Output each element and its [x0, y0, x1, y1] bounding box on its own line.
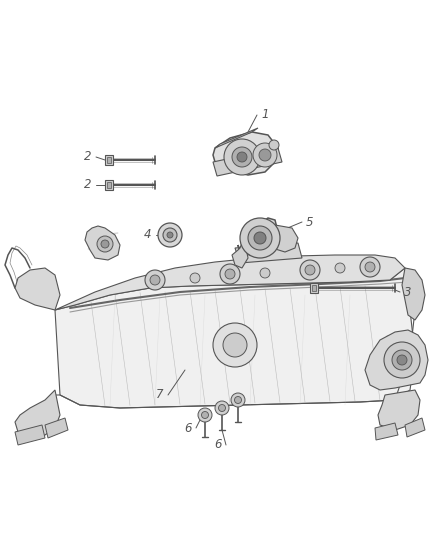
Polygon shape [45, 418, 68, 438]
Polygon shape [378, 390, 420, 430]
Text: 1: 1 [261, 109, 269, 122]
Circle shape [150, 275, 160, 285]
Polygon shape [213, 148, 282, 176]
Circle shape [145, 270, 165, 290]
Circle shape [269, 140, 279, 150]
Polygon shape [213, 132, 278, 175]
Polygon shape [55, 255, 405, 310]
Polygon shape [215, 128, 258, 148]
Polygon shape [238, 218, 278, 258]
Circle shape [215, 401, 229, 415]
Circle shape [335, 263, 345, 273]
Polygon shape [402, 268, 425, 320]
Polygon shape [310, 283, 318, 293]
Circle shape [365, 262, 375, 272]
Circle shape [198, 408, 212, 422]
Circle shape [97, 236, 113, 252]
Circle shape [223, 333, 247, 357]
Polygon shape [107, 157, 111, 163]
Text: 2: 2 [84, 150, 92, 164]
Text: 2: 2 [84, 179, 92, 191]
Circle shape [260, 268, 270, 278]
Polygon shape [107, 182, 111, 188]
Polygon shape [85, 226, 120, 260]
Circle shape [384, 342, 420, 378]
Text: 6: 6 [184, 422, 192, 434]
Polygon shape [405, 418, 425, 437]
Polygon shape [55, 268, 415, 408]
Circle shape [190, 273, 200, 283]
Circle shape [253, 143, 277, 167]
Circle shape [167, 232, 173, 238]
Circle shape [392, 350, 412, 370]
Circle shape [231, 393, 245, 407]
Circle shape [220, 264, 240, 284]
Polygon shape [235, 243, 302, 263]
Text: 7: 7 [156, 389, 164, 401]
Circle shape [201, 411, 208, 418]
Circle shape [360, 257, 380, 277]
Circle shape [397, 355, 407, 365]
Circle shape [101, 240, 109, 248]
Text: 4: 4 [144, 229, 152, 241]
Polygon shape [375, 423, 398, 440]
Circle shape [254, 232, 266, 244]
Polygon shape [232, 238, 248, 268]
Circle shape [213, 323, 257, 367]
Circle shape [224, 139, 260, 175]
Text: 5: 5 [306, 215, 314, 229]
Polygon shape [365, 330, 428, 390]
Polygon shape [268, 225, 298, 252]
Circle shape [225, 269, 235, 279]
Polygon shape [15, 268, 60, 310]
Circle shape [259, 149, 271, 161]
Text: 3: 3 [404, 286, 412, 298]
Circle shape [163, 228, 177, 242]
Circle shape [237, 152, 247, 162]
Polygon shape [15, 425, 45, 445]
Circle shape [219, 405, 226, 411]
Text: 6: 6 [214, 439, 222, 451]
Circle shape [234, 397, 241, 403]
Circle shape [300, 260, 320, 280]
Circle shape [232, 147, 252, 167]
Circle shape [248, 226, 272, 250]
Polygon shape [312, 285, 316, 291]
Circle shape [158, 223, 182, 247]
Polygon shape [105, 180, 113, 190]
Circle shape [240, 218, 280, 258]
Polygon shape [105, 155, 113, 165]
Circle shape [305, 265, 315, 275]
Polygon shape [15, 390, 60, 438]
